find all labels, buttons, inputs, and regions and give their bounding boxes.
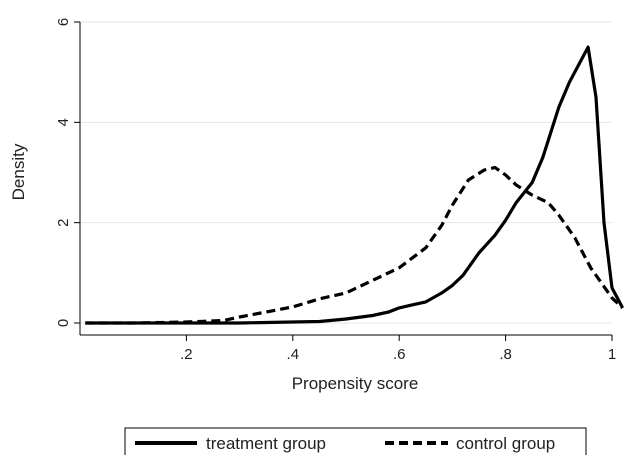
y-tick-label: 6 (55, 18, 72, 26)
legend-box (124, 427, 587, 455)
x-tick-label: .2 (180, 346, 193, 363)
gridlines (80, 21, 612, 324)
y-tick-label: 4 (55, 118, 72, 126)
x-tick-label: 1 (608, 346, 616, 363)
legend-label-control: control group (456, 434, 555, 453)
x-tick-label: .4 (287, 346, 300, 363)
legend-label-treatment: treatment group (206, 434, 326, 453)
x-tick-label: .6 (393, 346, 406, 363)
y-tick-label: 2 (55, 218, 72, 226)
y-axis-title: Density (9, 143, 28, 200)
x-tick-label: .8 (499, 346, 512, 363)
x-axis-title: Propensity score (292, 374, 419, 393)
ticks: 0 2 4 6 .2 .4 .6 .8 1 (55, 18, 616, 363)
series-line-control (85, 165, 624, 325)
axes (79, 22, 612, 336)
legend: treatment group control group (124, 427, 587, 455)
series-line-treatment (85, 45, 625, 325)
y-tick-label: 0 (55, 319, 72, 327)
series-layer (85, 45, 625, 325)
